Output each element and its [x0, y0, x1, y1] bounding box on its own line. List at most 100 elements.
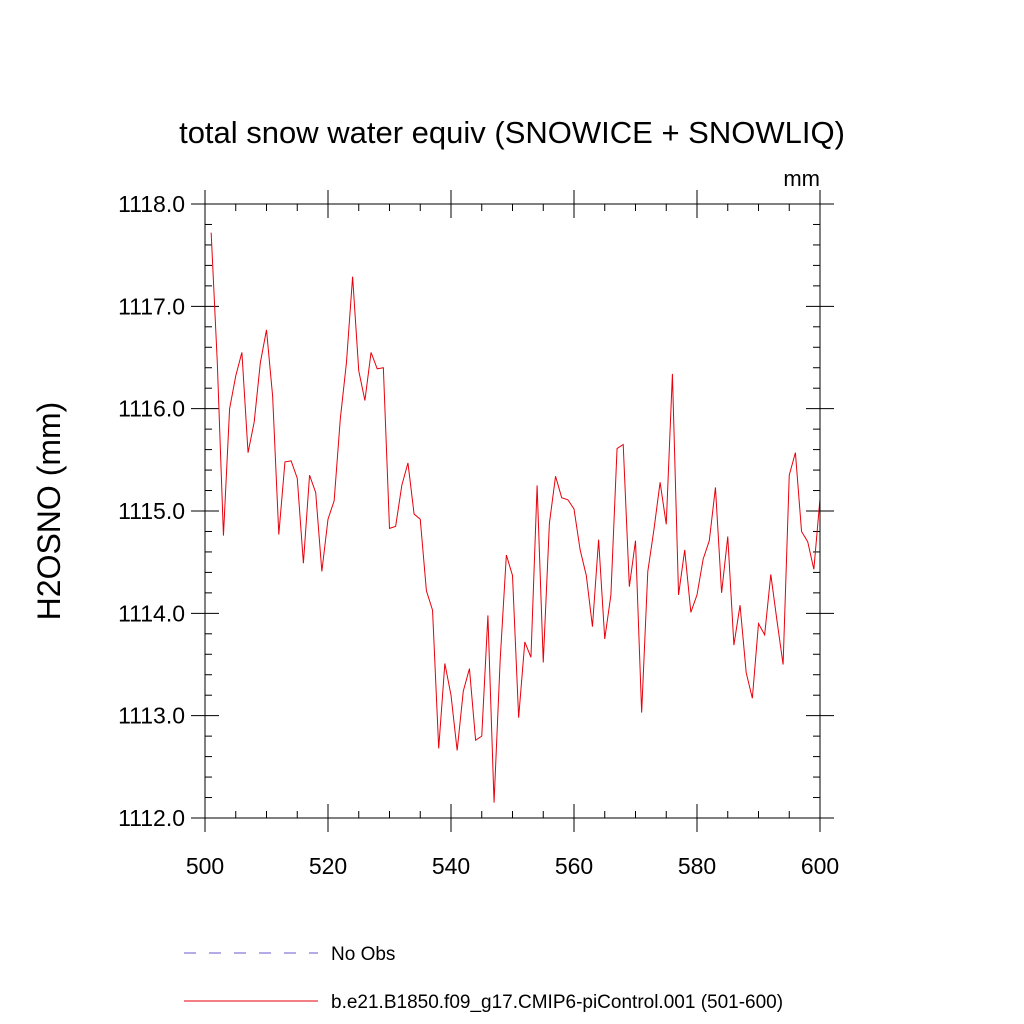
x-tick-label: 560 [555, 853, 593, 879]
data-point [776, 619, 778, 621]
data-point [228, 407, 230, 409]
data-point [727, 535, 729, 537]
data-point [315, 491, 317, 493]
data-point [376, 368, 378, 370]
data-point [462, 690, 464, 692]
x-tick-label: 500 [186, 853, 224, 879]
data-point [339, 418, 341, 420]
x-tick-label: 540 [432, 853, 470, 879]
y-axis-label: H2OSNO (mm) [31, 402, 67, 621]
data-point [210, 231, 212, 233]
data-point [321, 570, 323, 572]
units-label: mm [783, 166, 820, 191]
data-point [235, 375, 237, 377]
data-point [358, 370, 360, 372]
data-point [456, 749, 458, 751]
data-point [511, 574, 513, 576]
data-point [604, 638, 606, 640]
data-point [530, 656, 532, 658]
data-point [278, 533, 280, 535]
data-point [388, 527, 390, 529]
data-point [671, 373, 673, 375]
data-point [351, 275, 353, 277]
data-point [554, 475, 556, 477]
data-point [333, 500, 335, 502]
y-tick-label: 1117.0 [118, 293, 185, 319]
data-point [800, 530, 802, 532]
data-point [407, 462, 409, 464]
legend-model-label: b.e21.B1850.f09_g17.CMIP6-piControl.001 … [331, 992, 783, 1013]
data-point [487, 614, 489, 616]
data-point [401, 484, 403, 486]
chart-title: total snow water equiv (SNOWICE + SNOWLI… [179, 115, 845, 150]
data-point [616, 447, 618, 449]
data-point [481, 735, 483, 737]
data-point [247, 451, 249, 453]
data-point [788, 474, 790, 476]
data-point [622, 443, 624, 445]
data-point [271, 395, 273, 397]
data-point [493, 801, 495, 803]
data-point [302, 562, 304, 564]
plot-frame [204, 203, 821, 819]
data-point [591, 625, 593, 627]
plot-area [210, 231, 821, 803]
data-point [579, 549, 581, 551]
data-point [573, 508, 575, 510]
data-point [567, 499, 569, 501]
data-point [561, 497, 563, 499]
data-point [370, 351, 372, 353]
data-point [425, 590, 427, 592]
data-point [585, 574, 587, 576]
data-point [216, 361, 218, 363]
minor-ticks [205, 204, 820, 818]
data-point [665, 523, 667, 525]
data-point [444, 662, 446, 664]
data-point [296, 477, 298, 479]
data-point [431, 609, 433, 611]
data-point [677, 594, 679, 596]
tick-labels: 1112.0 1113.0 1114.0 1115.0 1116.0 1117.0 1118… [118, 191, 839, 879]
data-point [413, 513, 415, 515]
data-point [265, 329, 267, 331]
data-point [714, 486, 716, 488]
data-point [290, 460, 292, 462]
data-point [770, 573, 772, 575]
data-point [782, 663, 784, 665]
data-point [659, 481, 661, 483]
data-point [757, 622, 759, 624]
data-point [610, 594, 612, 596]
y-tick-label: 1116.0 [118, 396, 185, 422]
y-tick-label: 1114.0 [118, 600, 185, 626]
data-point [394, 525, 396, 527]
data-point [653, 528, 655, 530]
data-point [640, 711, 642, 713]
data-point [696, 594, 698, 596]
data-point [468, 667, 470, 669]
y-tick-label: 1113.0 [118, 703, 185, 729]
legend-obs-label: No Obs [331, 944, 395, 965]
data-point [733, 644, 735, 646]
data-point [536, 484, 538, 486]
data-point [690, 611, 692, 613]
data-point [542, 661, 544, 663]
y-tick-label: 1112.0 [118, 805, 185, 831]
data-point [222, 534, 224, 536]
data-point [745, 671, 747, 673]
data-point [308, 474, 310, 476]
model-series-line [210, 232, 821, 803]
data-point [517, 717, 519, 719]
data-point [813, 568, 815, 570]
data-point [524, 641, 526, 643]
y-tick-label: 1115.0 [118, 498, 185, 524]
data-point [499, 658, 501, 660]
data-point [628, 586, 630, 588]
x-tick-label: 580 [678, 853, 716, 879]
data-point [751, 697, 753, 699]
data-point [548, 522, 550, 524]
data-point [241, 351, 243, 353]
data-point [327, 518, 329, 520]
data-point [597, 538, 599, 540]
